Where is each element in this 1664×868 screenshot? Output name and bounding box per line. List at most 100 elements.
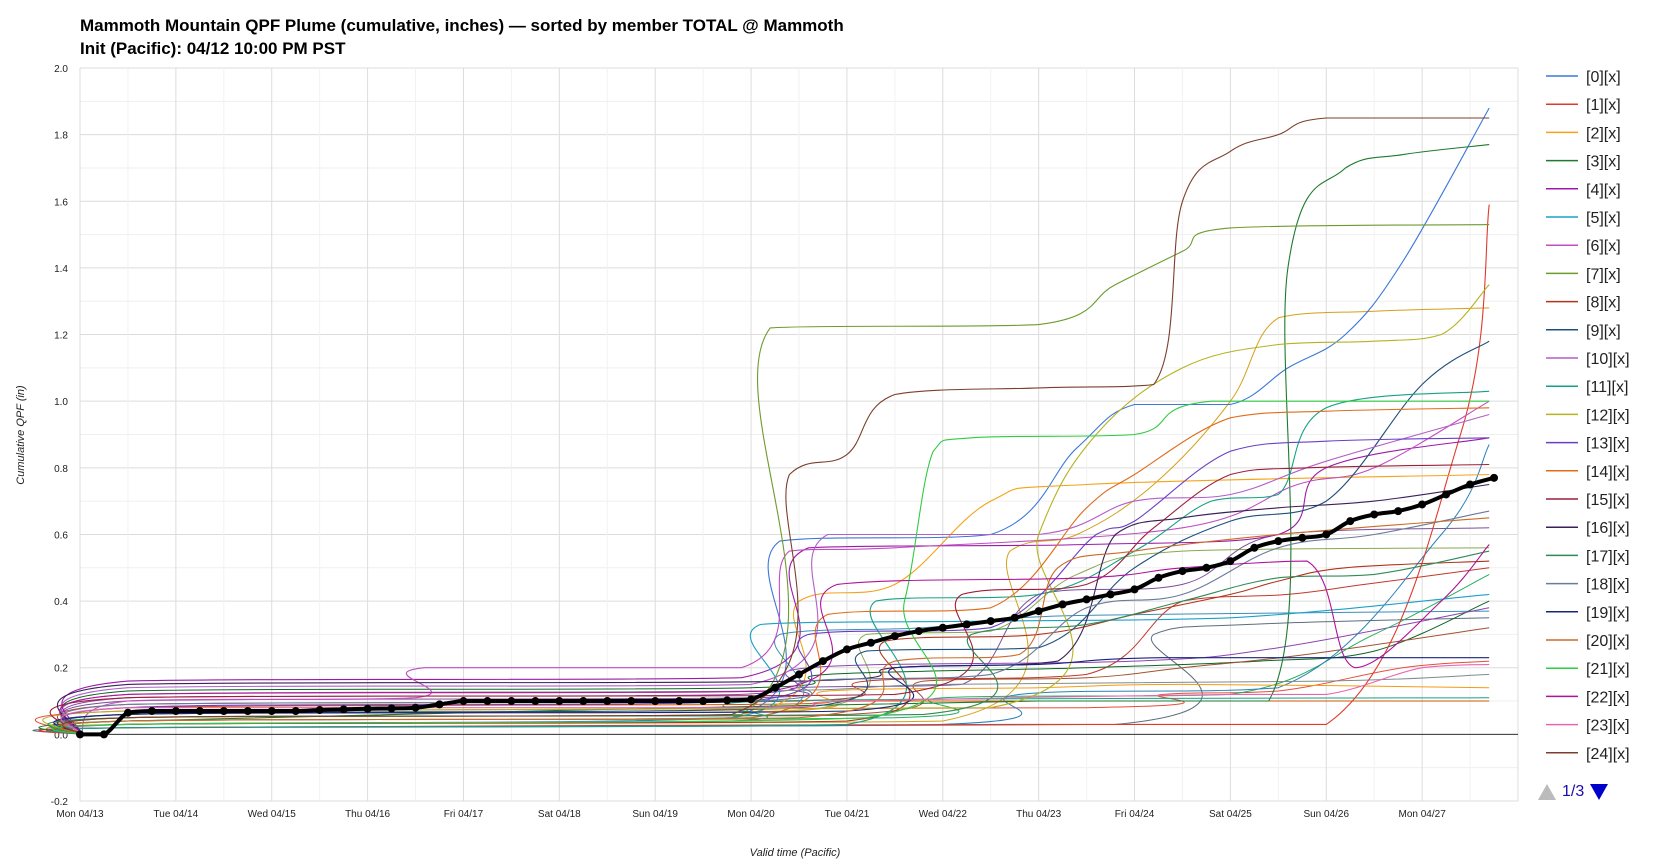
y-tick-label: 1.4 (54, 264, 68, 275)
mean-point (99, 730, 108, 739)
mean-point (1010, 613, 1019, 622)
mean-point (627, 697, 636, 706)
legend-item[interactable]: [12][x] (1546, 407, 1630, 424)
legend-item[interactable]: [20][x] (1546, 633, 1630, 650)
legend-item[interactable]: [17][x] (1546, 548, 1630, 565)
mean-point (483, 697, 492, 706)
mean-series (76, 473, 1499, 739)
legend-item[interactable]: [8][x] (1546, 295, 1621, 312)
legend-item[interactable]: [13][x] (1546, 436, 1630, 453)
legend-item[interactable]: [11][x] (1546, 379, 1628, 396)
legend-label: [20][x] (1586, 633, 1630, 650)
legend-label: [17][x] (1586, 548, 1630, 565)
legend-pager: 1/3 (1538, 783, 1609, 801)
legend-item[interactable]: [22][x] (1546, 689, 1630, 706)
mean-point (723, 696, 732, 705)
page-up-icon (1538, 784, 1556, 800)
member-line-unlisted (60, 600, 1490, 735)
legend-label: [12][x] (1586, 407, 1630, 424)
legend-item[interactable]: [9][x] (1546, 323, 1621, 340)
legend-item[interactable]: [18][x] (1546, 577, 1630, 594)
mean-point (1106, 590, 1115, 599)
legend-item[interactable]: [24][x] (1546, 746, 1630, 763)
member-line-4 (61, 437, 1490, 735)
legend-item[interactable]: [5][x] (1546, 210, 1621, 227)
legend-label: [5][x] (1586, 210, 1621, 227)
legend-label: [11][x] (1586, 379, 1628, 396)
legend-label: [24][x] (1586, 746, 1630, 763)
legend-item[interactable]: [1][x] (1546, 97, 1621, 114)
mean-point (1346, 517, 1355, 526)
mean-point (795, 670, 803, 679)
legend-item[interactable]: [21][x] (1546, 661, 1630, 678)
legend-item[interactable]: [7][x] (1546, 266, 1621, 283)
mean-point (291, 707, 300, 716)
legend-label: [7][x] (1586, 266, 1621, 283)
legend-item[interactable]: [14][x] (1546, 464, 1630, 481)
mean-point (747, 695, 756, 704)
mean-point (1178, 567, 1187, 576)
member-line-20 (56, 517, 1490, 735)
mean-point (1202, 563, 1211, 572)
member-line-11 (53, 390, 1490, 735)
y-tick-label: 0.6 (54, 530, 68, 541)
x-axis-label: Valid time (Pacific) (750, 847, 841, 859)
mean-point (1034, 607, 1043, 616)
legend-label: [6][x] (1586, 238, 1621, 255)
x-tick-label: Tue 04/14 (154, 809, 199, 820)
mean-point (459, 697, 468, 706)
legend[interactable]: [0][x] [1][x] [2][x] [3][x] [4][x] [5][x] [6][… (1546, 69, 1630, 763)
legend-label: [9][x] (1586, 323, 1621, 340)
legend-item[interactable]: [23][x] (1546, 718, 1630, 735)
mean-point (651, 697, 660, 706)
mean-point (1154, 573, 1163, 582)
mean-point (243, 707, 252, 716)
y-tick-label: 1.2 (54, 331, 68, 342)
legend-label: [21][x] (1586, 661, 1630, 678)
y-tick-label: 0.2 (54, 664, 68, 675)
legend-item[interactable]: [6][x] (1546, 238, 1621, 255)
member-line-10 (60, 413, 1490, 735)
mean-point (1322, 530, 1331, 539)
legend-label: [2][x] (1586, 125, 1621, 142)
mean-point (1226, 557, 1235, 566)
legend-item[interactable]: [15][x] (1546, 492, 1630, 509)
member-line-23 (60, 663, 1490, 735)
page-indicator: 1/3 (1562, 783, 1585, 800)
chart-title: Mammoth Mountain QPF Plume (cumulative, … (80, 16, 844, 35)
legend-label: [18][x] (1586, 577, 1630, 594)
y-tick-label: 0.4 (54, 597, 68, 608)
legend-item[interactable]: [4][x] (1546, 182, 1621, 199)
y-tick-label: 0.8 (54, 464, 68, 475)
plot-area (32, 107, 1490, 735)
legend-label: [10][x] (1586, 351, 1630, 368)
mean-point (1418, 500, 1427, 509)
x-tick-label: Sat 04/18 (538, 809, 581, 820)
member-line-18 (60, 510, 1490, 735)
legend-label: [1][x] (1586, 97, 1621, 114)
mean-point (1058, 600, 1067, 609)
x-tick-label: Mon 04/13 (56, 809, 104, 820)
member-line-0 (62, 107, 1490, 735)
member-line-19 (53, 657, 1490, 735)
page-down-icon[interactable] (1590, 784, 1609, 800)
mean-point (1490, 473, 1499, 482)
legend-item[interactable]: [10][x] (1546, 351, 1630, 368)
mean-point (1442, 490, 1451, 499)
mean-point (315, 706, 324, 715)
mean-point (866, 638, 875, 647)
mean-point (219, 707, 228, 716)
legend-item[interactable]: [0][x] (1546, 69, 1621, 86)
legend-item[interactable]: [2][x] (1546, 125, 1621, 142)
y-axis-label: Cumulative QPF (in) (15, 385, 27, 485)
mean-point (339, 705, 348, 714)
legend-item[interactable]: [16][x] (1546, 520, 1630, 537)
member-line-21 (51, 400, 1490, 735)
legend-label: [0][x] (1586, 69, 1621, 86)
legend-item[interactable]: [3][x] (1546, 154, 1621, 171)
mean-point (962, 620, 971, 629)
legend-label: [8][x] (1586, 295, 1621, 312)
legend-item[interactable]: [19][x] (1546, 605, 1630, 622)
member-line-6 (79, 400, 1490, 735)
